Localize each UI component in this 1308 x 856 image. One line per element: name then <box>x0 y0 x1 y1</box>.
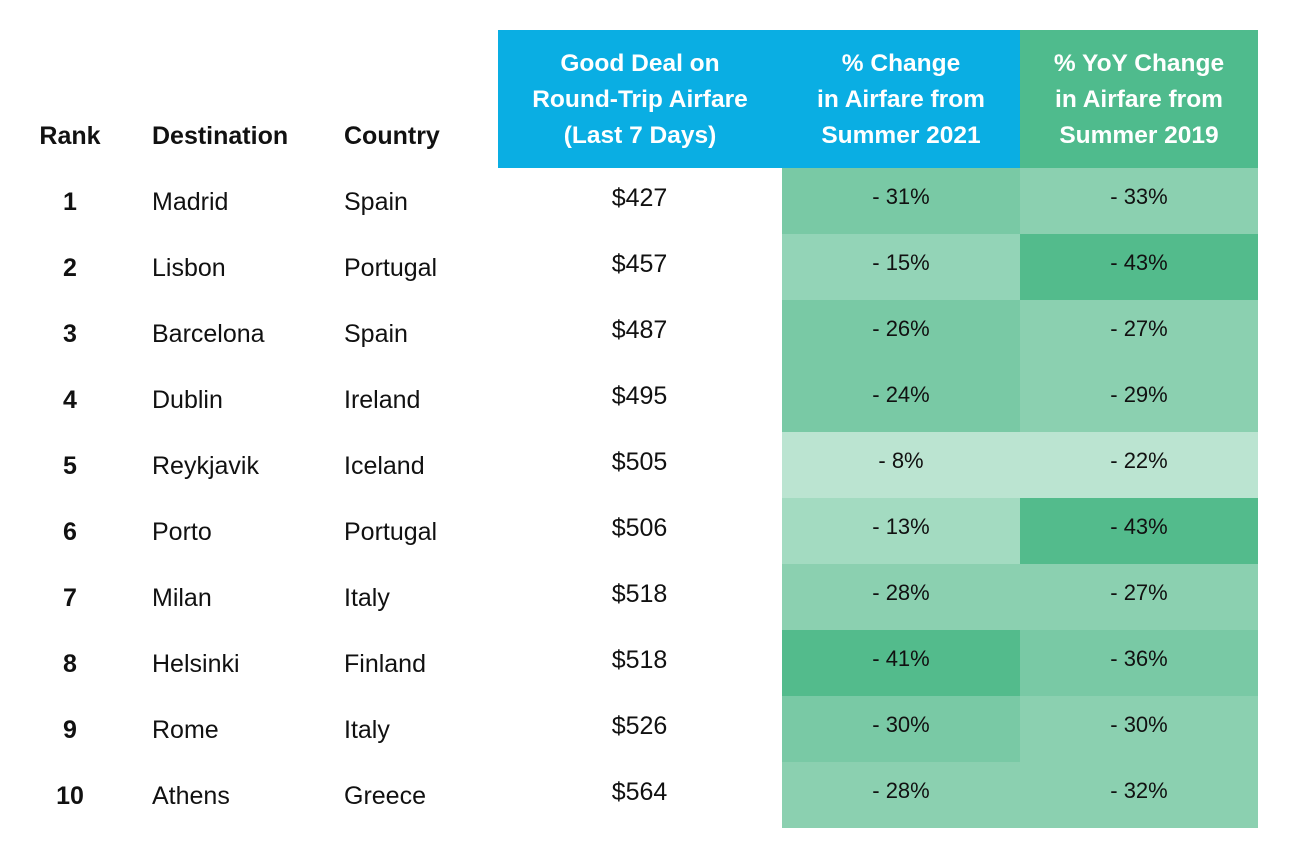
country-cell: Spain <box>344 319 408 348</box>
change-2019-cell: - 27% <box>1020 564 1258 630</box>
destination-cell: Rome <box>152 715 219 744</box>
rank-cell: 8 <box>63 649 77 678</box>
table-row: 9 Rome Italy $526 - 30% - 30% <box>0 696 1308 762</box>
deal-price-cell: $457 <box>611 249 668 278</box>
table-row: 4 Dublin Ireland $495 - 24% - 29% <box>0 366 1308 432</box>
deal-price-cell: $518 <box>611 579 668 608</box>
table-row: 8 Helsinki Finland $518 - 41% - 36% <box>0 630 1308 696</box>
header-destination: Destination <box>152 122 289 150</box>
table-row: 5 Reykjavik Iceland $505 - 8% - 22% <box>0 432 1308 498</box>
deal-price-cell: $506 <box>611 513 668 542</box>
table-row: 3 Barcelona Spain $487 - 26% - 27% <box>0 300 1308 366</box>
table-row: 10 Athens Greece $564 - 28% - 32% <box>0 762 1308 828</box>
rank-cell: 4 <box>63 385 77 414</box>
change-2019-cell: - 30% <box>1020 696 1258 762</box>
rank-cell: 2 <box>63 253 77 282</box>
change-2019-cell: - 22% <box>1020 432 1258 498</box>
destination-cell: Reykjavik <box>152 451 259 480</box>
destination-cell: Milan <box>152 583 212 612</box>
country-cell: Portugal <box>344 517 438 546</box>
rank-cell: 7 <box>63 583 77 612</box>
change-2021-cell: - 15% <box>782 234 1020 300</box>
country-cell: Italy <box>344 583 390 612</box>
country-cell: Greece <box>344 781 426 810</box>
deal-price-cell: $495 <box>611 381 668 410</box>
change-2019-cell: - 29% <box>1020 366 1258 432</box>
table-row: 7 Milan Italy $518 - 28% - 27% <box>0 564 1308 630</box>
rank-cell: 10 <box>56 781 84 810</box>
change-2021-cell: - 8% <box>782 432 1020 498</box>
header-country: Country <box>344 122 440 150</box>
change-2019-cell: - 32% <box>1020 762 1258 828</box>
country-cell: Iceland <box>344 451 425 480</box>
change-2019-cell: - 36% <box>1020 630 1258 696</box>
country-cell: Spain <box>344 187 408 216</box>
table-row: 6 Porto Portugal $506 - 13% - 43% <box>0 498 1308 564</box>
change-2019-cell: - 33% <box>1020 168 1258 234</box>
destination-cell: Madrid <box>152 187 229 216</box>
rank-cell: 3 <box>63 319 77 348</box>
change-2019-cell: - 43% <box>1020 498 1258 564</box>
destination-cell: Lisbon <box>152 253 226 282</box>
destination-cell: Athens <box>152 781 230 810</box>
deal-price-cell: $487 <box>611 315 668 344</box>
rank-cell: 6 <box>63 517 77 546</box>
rank-cell: 5 <box>63 451 77 480</box>
table-row: 2 Lisbon Portugal $457 - 15% - 43% <box>0 234 1308 300</box>
destination-cell: Porto <box>152 517 212 546</box>
change-2019-cell: - 27% <box>1020 300 1258 366</box>
change-2021-cell: - 31% <box>782 168 1020 234</box>
change-2021-cell: - 41% <box>782 630 1020 696</box>
change-2021-cell: - 26% <box>782 300 1020 366</box>
change-2021-cell: - 24% <box>782 366 1020 432</box>
country-cell: Ireland <box>344 385 421 414</box>
rank-cell: 9 <box>63 715 77 744</box>
change-2019-cell: - 43% <box>1020 234 1258 300</box>
change-2021-cell: - 13% <box>782 498 1020 564</box>
destination-cell: Barcelona <box>152 319 265 348</box>
table-row: 1 Madrid Spain $427 - 31% - 33% <box>0 168 1308 234</box>
destination-cell: Helsinki <box>152 649 240 678</box>
rank-cell: 1 <box>63 187 77 216</box>
change-2021-cell: - 28% <box>782 762 1020 828</box>
country-cell: Italy <box>344 715 390 744</box>
deal-price-cell: $564 <box>611 777 668 806</box>
deal-price-cell: $518 <box>611 645 668 674</box>
header-change-2019: % YoY Change in Airfare from Summer 2019 <box>1020 30 1258 168</box>
header-change-2021: % Change in Airfare from Summer 2021 <box>782 30 1020 168</box>
header-rank: Rank <box>39 122 101 150</box>
country-cell: Finland <box>344 649 426 678</box>
header-good-deal: Good Deal on Round-Trip Airfare (Last 7 … <box>498 30 782 168</box>
change-2021-cell: - 28% <box>782 564 1020 630</box>
destination-cell: Dublin <box>152 385 223 414</box>
change-2021-cell: - 30% <box>782 696 1020 762</box>
deal-price-cell: $505 <box>611 447 668 476</box>
country-cell: Portugal <box>344 253 438 282</box>
deal-price-cell: $526 <box>611 711 668 740</box>
deal-price-cell: $427 <box>611 183 668 212</box>
